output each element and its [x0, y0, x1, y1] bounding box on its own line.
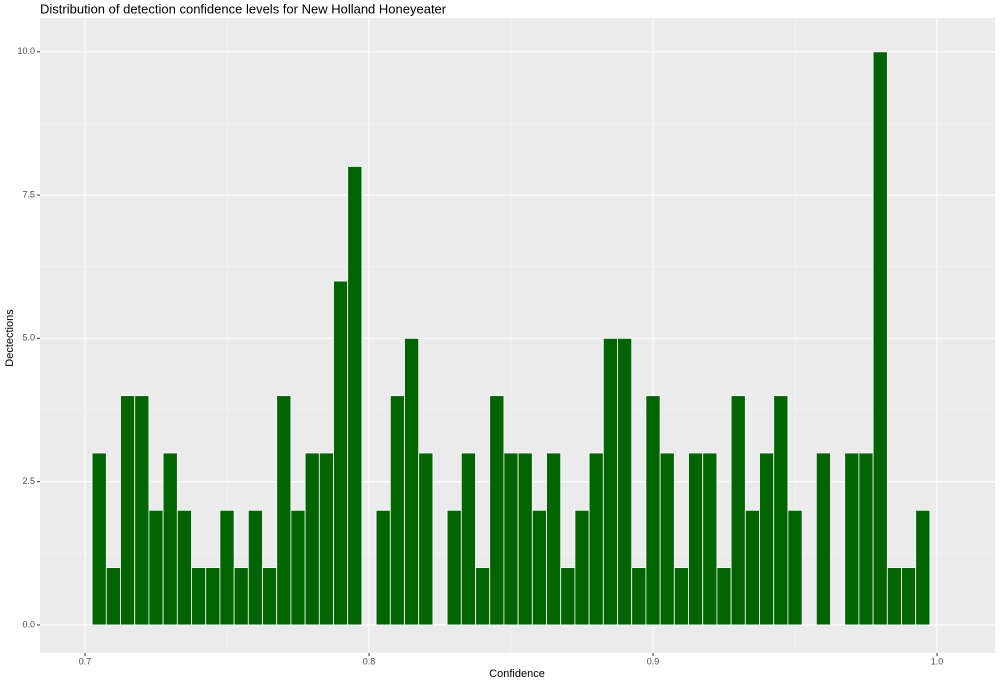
y-tick-label: 10.0 [17, 46, 35, 56]
bar [347, 166, 363, 626]
bar [574, 509, 590, 626]
bar [730, 395, 746, 626]
bar [787, 509, 803, 626]
x-tick-label: 0.8 [363, 656, 376, 666]
bar [815, 452, 831, 626]
bar [148, 509, 164, 626]
bar [105, 567, 121, 626]
bar [162, 452, 178, 626]
bar [858, 452, 874, 626]
bar [886, 567, 902, 626]
bar [262, 567, 278, 626]
bar [716, 567, 732, 626]
bar [901, 567, 917, 626]
bar [475, 567, 491, 626]
bar [460, 452, 476, 626]
bar [503, 452, 519, 626]
y-tick-label: 5.0 [22, 333, 35, 343]
bar [389, 395, 405, 626]
bar [333, 280, 349, 626]
bar [176, 509, 192, 626]
bar [773, 395, 789, 626]
bar [673, 567, 689, 626]
bar [688, 452, 704, 626]
x-tick-label: 1.0 [931, 656, 944, 666]
bar [318, 452, 334, 626]
bar [375, 509, 391, 626]
bar [546, 452, 562, 626]
bar [602, 337, 618, 626]
bar [915, 509, 931, 626]
bar [91, 452, 107, 626]
bar [617, 337, 633, 626]
bar [588, 452, 604, 626]
bar [304, 452, 320, 626]
x-tick-label: 0.9 [647, 656, 660, 666]
bar [560, 567, 576, 626]
bar [531, 509, 547, 626]
bar [659, 452, 675, 626]
bar [247, 509, 263, 626]
y-axis-label: Dectections [4, 309, 16, 367]
bar [191, 567, 207, 626]
bar [205, 567, 221, 626]
bar [120, 395, 136, 626]
bar [404, 337, 420, 626]
bar [744, 509, 760, 626]
bar [645, 395, 661, 626]
chart-title: Distribution of detection confidence lev… [40, 1, 447, 16]
bar [276, 395, 292, 626]
bar [872, 51, 888, 626]
x-tick-label: 0.7 [79, 656, 92, 666]
bar [418, 452, 434, 626]
bar [844, 452, 860, 626]
bar [446, 509, 462, 626]
bar [489, 395, 505, 626]
y-tick-label: 2.5 [22, 476, 35, 486]
bar [290, 509, 306, 626]
x-axis-label: Confidence [489, 668, 545, 680]
bar [134, 395, 150, 626]
bar [233, 567, 249, 626]
bar [702, 452, 718, 626]
bar [219, 509, 235, 626]
y-tick-label: 0.0 [22, 619, 35, 629]
y-tick-label: 7.5 [22, 189, 35, 199]
bar [517, 452, 533, 626]
bar [759, 452, 775, 626]
bar [631, 567, 647, 626]
